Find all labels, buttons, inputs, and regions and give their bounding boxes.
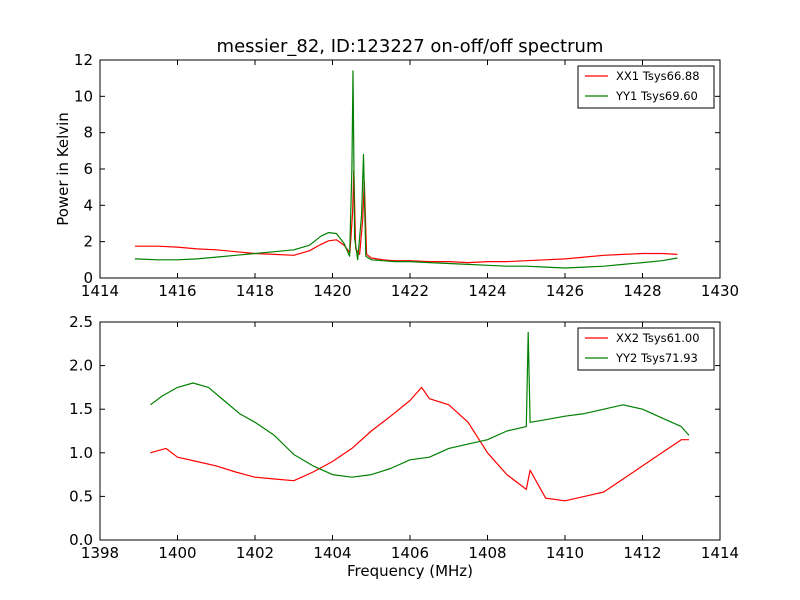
top-x-tick-label: 1422 [391,282,429,300]
bottom-plot-frame [99,321,721,541]
top-chart-title: messier_82, ID:123227 on-off/off spectru… [217,36,604,57]
top-x-tick-label: 1416 [158,282,196,300]
top-y-tick-label: 12 [74,51,93,69]
top-x-tick-label: 1414 [81,282,119,300]
top-y-tick-label: 8 [83,124,93,142]
top-subplot: messier_82, ID:123227 on-off/off spectru… [54,36,739,300]
bottom-x-tick-label: 1400 [158,544,196,562]
bottom-series-line-0 [150,386,689,502]
top-y-tick-label: 10 [74,87,93,105]
top-plot-frame [99,59,721,279]
top-y-tick-label: 2 [83,233,93,251]
top-legend-label-xx1: XX1 Tsys66.88 [616,69,700,83]
top-legend-label-yy1: YY1 Tsys69.60 [615,89,698,103]
top-series-group [134,70,678,269]
bottom-subplot: Frequency (MHz) 1398 1400 1402 1404 1406 1408… [69,313,739,580]
top-x-tick-label: 1424 [468,282,506,300]
top-legend: XX1 Tsys66.88 YY1 Tsys69.60 [577,65,715,109]
bottom-y-tick-label: 1.0 [69,444,93,462]
bottom-series-line-1 [150,331,690,478]
bottom-legend-box [577,327,715,371]
top-y-tick-label: 0 [83,269,93,287]
top-x-tick-label: 1430 [701,282,739,300]
top-y-tick-label: 6 [83,160,93,178]
top-series-line-0 [134,170,678,264]
bottom-y-tick-label: 2.0 [69,357,93,375]
bottom-legend: XX2 Tsys61.00 YY2 Tsys71.93 [577,327,715,371]
top-x-tick-label: 1426 [546,282,584,300]
bottom-y-tick-label: 0.5 [69,487,93,505]
bottom-x-tick-label: 1404 [313,544,351,562]
bottom-y-tick-label: 1.5 [69,400,93,418]
bottom-y-tick-label: 2.5 [69,313,93,331]
top-x-tick-label: 1418 [236,282,274,300]
bottom-ticks-group: 1398 1400 1402 1404 1406 1408 1410 1412 1414 0.0 0… [69,313,739,562]
top-x-tick-label: 1428 [623,282,661,300]
bottom-series-group [150,331,690,502]
top-y-tick-label: 4 [83,196,93,214]
bottom-x-tick-label: 1398 [81,544,119,562]
bottom-x-tick-label: 1408 [468,544,506,562]
top-ticks-group: 1414 1416 1418 1420 1422 1424 1426 1428 1430 0 2 4 6… [74,51,739,300]
bottom-x-tick-label: 1406 [391,544,429,562]
bottom-x-tick-label: 1402 [236,544,274,562]
bottom-legend-label-yy2: YY2 Tsys71.93 [615,351,698,365]
bottom-x-axis-label: Frequency (MHz) [347,562,473,580]
bottom-legend-label-xx2: XX2 Tsys61.00 [616,331,700,345]
bottom-x-tick-label: 1410 [546,544,584,562]
bottom-x-tick-label: 1412 [623,544,661,562]
top-x-tick-label: 1420 [313,282,351,300]
top-legend-box [577,65,715,109]
top-series-line-1 [134,70,678,269]
top-y-axis-label: Power in Kelvin [54,112,72,226]
bottom-x-tick-label: 1414 [701,544,739,562]
bottom-y-tick-label: 0.0 [69,531,93,549]
